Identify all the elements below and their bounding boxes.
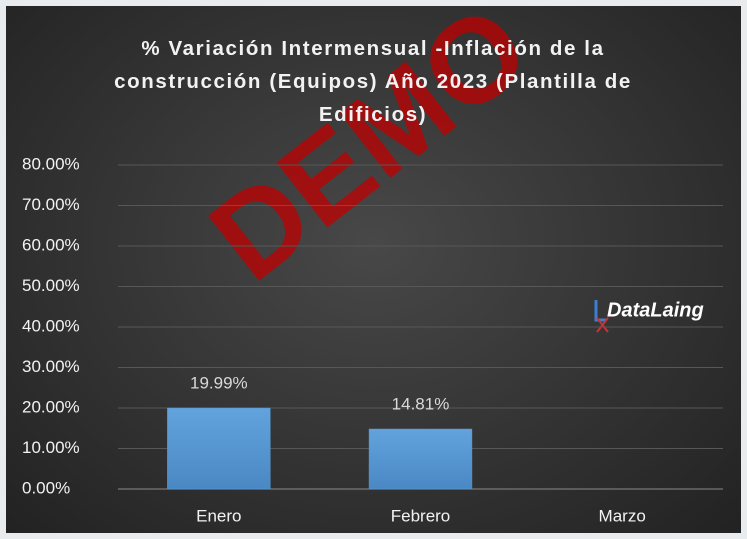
x-tick-label: Marzo [599,506,646,525]
data-label: 19.99% [190,374,248,393]
y-tick-label: 60.00% [22,235,80,254]
chart-title: % Variación Intermensual -Inflación de l… [114,37,632,126]
y-tick-label: 0.00% [22,478,70,497]
y-tick-label: 40.00% [22,316,80,335]
x-tick-label: Enero [196,506,241,525]
y-tick-label: 30.00% [22,357,80,376]
y-tick-label: 80.00% [22,154,80,173]
bar [368,428,473,490]
y-tick-label: 50.00% [22,276,80,295]
logo-icon [596,317,609,333]
data-label: 14.81% [392,395,450,414]
bar [167,407,271,490]
y-tick-label: 10.00% [22,438,80,457]
logo: DataLaing [594,299,704,333]
logo-icon [594,300,606,322]
y-tick-label: 20.00% [22,397,80,416]
logo-text: DataLaing [607,299,704,321]
y-tick-label: 70.00% [22,195,80,214]
x-tick-label: Febrero [391,506,451,525]
